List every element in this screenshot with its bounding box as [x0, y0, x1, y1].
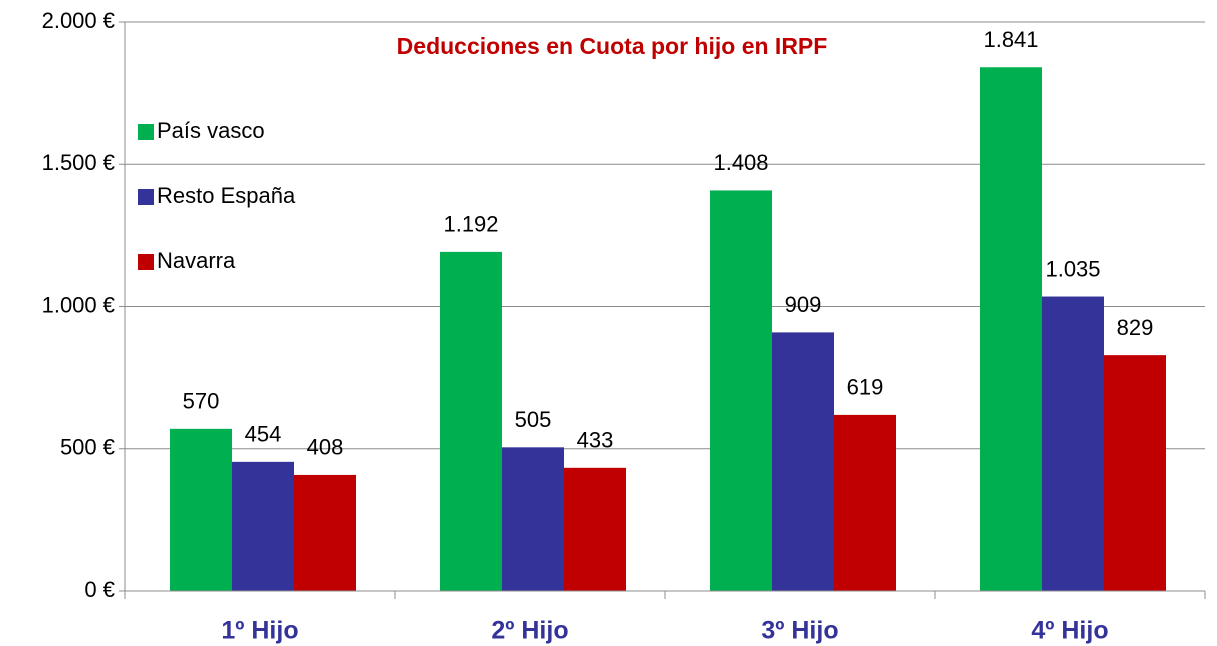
bar — [294, 474, 356, 591]
bar — [502, 447, 564, 591]
value-label: 570 — [183, 389, 220, 414]
value-label: 433 — [577, 428, 614, 453]
y-tick-label: 0 € — [84, 577, 115, 602]
value-label: 909 — [785, 292, 822, 317]
chart-title: Deducciones en Cuota por hijo en IRPF — [397, 33, 828, 59]
x-tick-label: 4º Hijo — [1031, 617, 1108, 645]
value-label: 619 — [847, 375, 884, 400]
value-label: 1.841 — [983, 27, 1038, 52]
bar — [980, 67, 1042, 592]
legend-swatch — [138, 124, 154, 140]
legend-label: Resto España — [157, 183, 296, 208]
y-tick-label: 2.000 € — [42, 8, 115, 33]
legend-label: País vasco — [157, 118, 265, 143]
bar — [1042, 296, 1104, 591]
value-label: 505 — [515, 407, 552, 432]
value-label: 454 — [245, 422, 282, 447]
bar — [564, 467, 626, 591]
y-tick-label: 1.500 € — [42, 150, 115, 175]
value-label: 1.035 — [1045, 256, 1100, 281]
x-tick-label: 1º Hijo — [221, 617, 298, 645]
bar — [834, 414, 896, 591]
bar — [710, 190, 772, 591]
value-label: 829 — [1117, 315, 1154, 340]
x-tick-label: 2º Hijo — [491, 617, 568, 645]
y-tick-label: 1.000 € — [42, 292, 115, 317]
bar — [232, 461, 294, 591]
legend-label: Navarra — [157, 248, 236, 273]
legend-swatch — [138, 254, 154, 270]
bar — [1104, 355, 1166, 591]
bar — [772, 332, 834, 591]
value-label: 408 — [307, 435, 344, 460]
bar — [170, 428, 232, 591]
legend-swatch — [138, 189, 154, 205]
value-label: 1.192 — [443, 212, 498, 237]
y-tick-label: 500 € — [60, 435, 115, 460]
bar — [440, 251, 502, 591]
value-label: 1.408 — [713, 150, 768, 175]
x-tick-label: 3º Hijo — [761, 617, 838, 645]
